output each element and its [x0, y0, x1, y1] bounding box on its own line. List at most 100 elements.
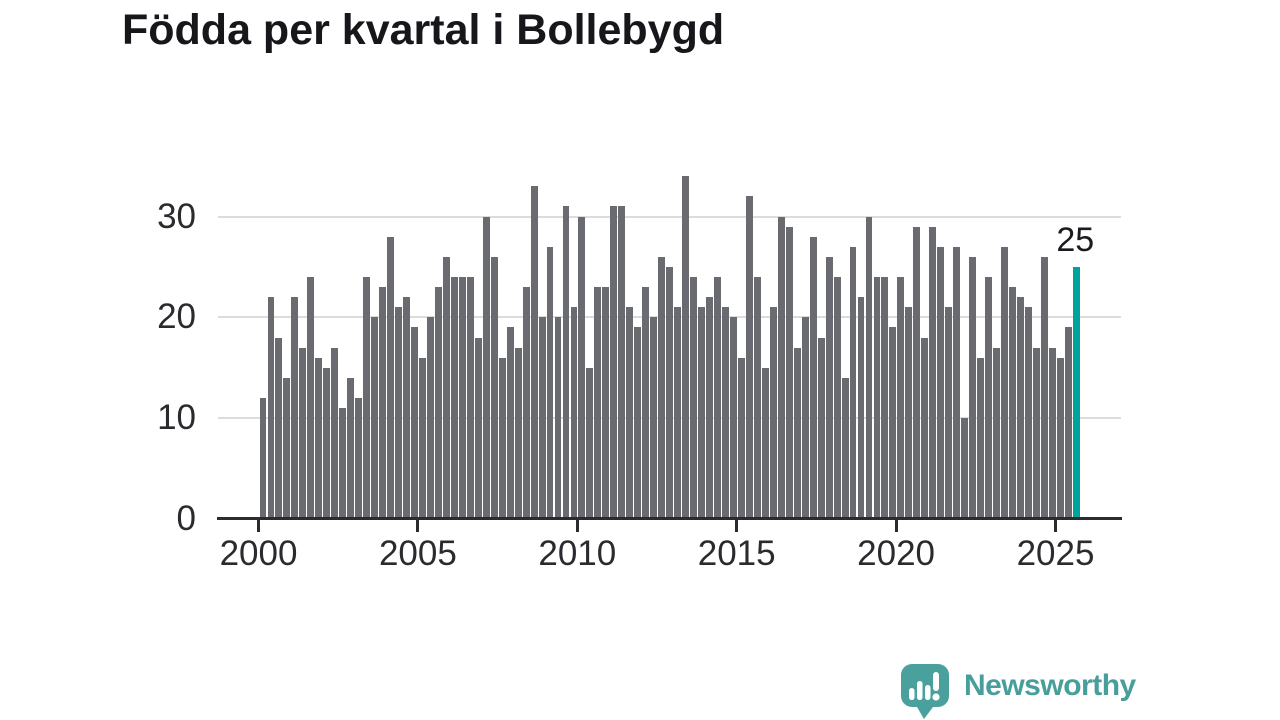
bar	[1009, 287, 1016, 519]
bar	[1032, 347, 1040, 519]
bar	[379, 287, 387, 519]
bar	[905, 307, 913, 519]
bar	[993, 347, 1000, 519]
bar	[291, 297, 299, 519]
bar	[650, 317, 658, 519]
bar	[331, 347, 339, 519]
bar	[371, 317, 379, 519]
newsworthy-speech-bubble-barchart-icon	[900, 663, 950, 720]
y-tick-label-0: 0	[176, 499, 196, 538]
bar	[714, 277, 721, 519]
bar	[283, 377, 291, 519]
bar	[793, 347, 801, 519]
bar	[586, 367, 594, 519]
bar	[355, 398, 363, 519]
bar	[722, 307, 729, 519]
bar	[339, 408, 347, 519]
bar	[347, 377, 355, 519]
y-tick-label-10: 10	[157, 398, 196, 438]
bar	[666, 266, 674, 519]
x-tick-label-2015: 2015	[697, 534, 776, 573]
bar	[594, 287, 602, 519]
bar	[323, 367, 331, 519]
bar	[1001, 246, 1008, 519]
bar	[546, 246, 554, 519]
bar	[753, 277, 761, 519]
bar	[506, 327, 514, 519]
bar	[538, 317, 546, 519]
bar	[1025, 307, 1032, 519]
bar	[825, 256, 833, 519]
x-tick-2010	[575, 520, 579, 532]
bar	[315, 357, 323, 519]
bar	[299, 347, 307, 519]
x-tick-2005	[416, 520, 420, 532]
bar	[857, 297, 865, 519]
bar	[961, 418, 969, 519]
bar	[841, 377, 849, 519]
bar	[833, 277, 841, 519]
bar	[450, 277, 458, 519]
bar	[411, 327, 418, 519]
bar	[729, 317, 737, 519]
bar	[482, 216, 490, 519]
x-axis-line	[217, 517, 1122, 520]
bar	[275, 337, 283, 519]
bar	[945, 307, 953, 519]
bar	[307, 277, 315, 519]
bar	[387, 236, 395, 519]
bar	[267, 297, 275, 519]
bar	[522, 287, 530, 519]
bar	[698, 307, 705, 519]
bar	[817, 337, 825, 519]
bar	[395, 307, 402, 519]
bar	[403, 297, 410, 519]
bar	[761, 367, 769, 519]
bar	[849, 246, 857, 519]
bar	[562, 206, 570, 519]
bar	[690, 277, 697, 519]
bar	[921, 337, 929, 519]
bar	[1064, 327, 1072, 519]
gridline-30	[218, 215, 1121, 218]
bar	[498, 357, 506, 519]
bar	[363, 277, 371, 519]
bar	[745, 196, 753, 519]
bar	[706, 297, 713, 519]
bar	[777, 216, 785, 519]
x-tick-label-2010: 2010	[538, 534, 617, 573]
bar	[785, 226, 793, 519]
bar	[642, 287, 650, 519]
bar	[530, 186, 538, 519]
bar	[658, 256, 666, 519]
bar	[809, 236, 817, 519]
bar	[578, 216, 586, 519]
highlight-value-label: 25	[1056, 220, 1095, 259]
x-tick-label-2025: 2025	[1016, 534, 1095, 573]
bar	[674, 307, 682, 519]
bar	[889, 327, 897, 519]
bar	[873, 277, 881, 519]
x-tick-label-2005: 2005	[378, 534, 457, 573]
bar	[937, 246, 945, 519]
bar	[929, 226, 937, 519]
bar	[985, 277, 993, 519]
x-tick-2015	[735, 520, 739, 532]
bar	[458, 277, 466, 519]
bar	[682, 176, 690, 519]
bar	[737, 357, 745, 519]
bar	[634, 327, 642, 519]
bar	[1040, 256, 1048, 519]
bar	[610, 206, 618, 519]
bar	[514, 347, 522, 519]
bar	[259, 398, 267, 519]
bar	[977, 357, 985, 519]
bar	[801, 317, 809, 519]
highlight-bar	[1072, 266, 1080, 519]
bar	[474, 337, 482, 519]
bar	[913, 226, 921, 519]
bar	[466, 277, 474, 519]
bar	[881, 277, 889, 519]
bar	[969, 256, 977, 519]
